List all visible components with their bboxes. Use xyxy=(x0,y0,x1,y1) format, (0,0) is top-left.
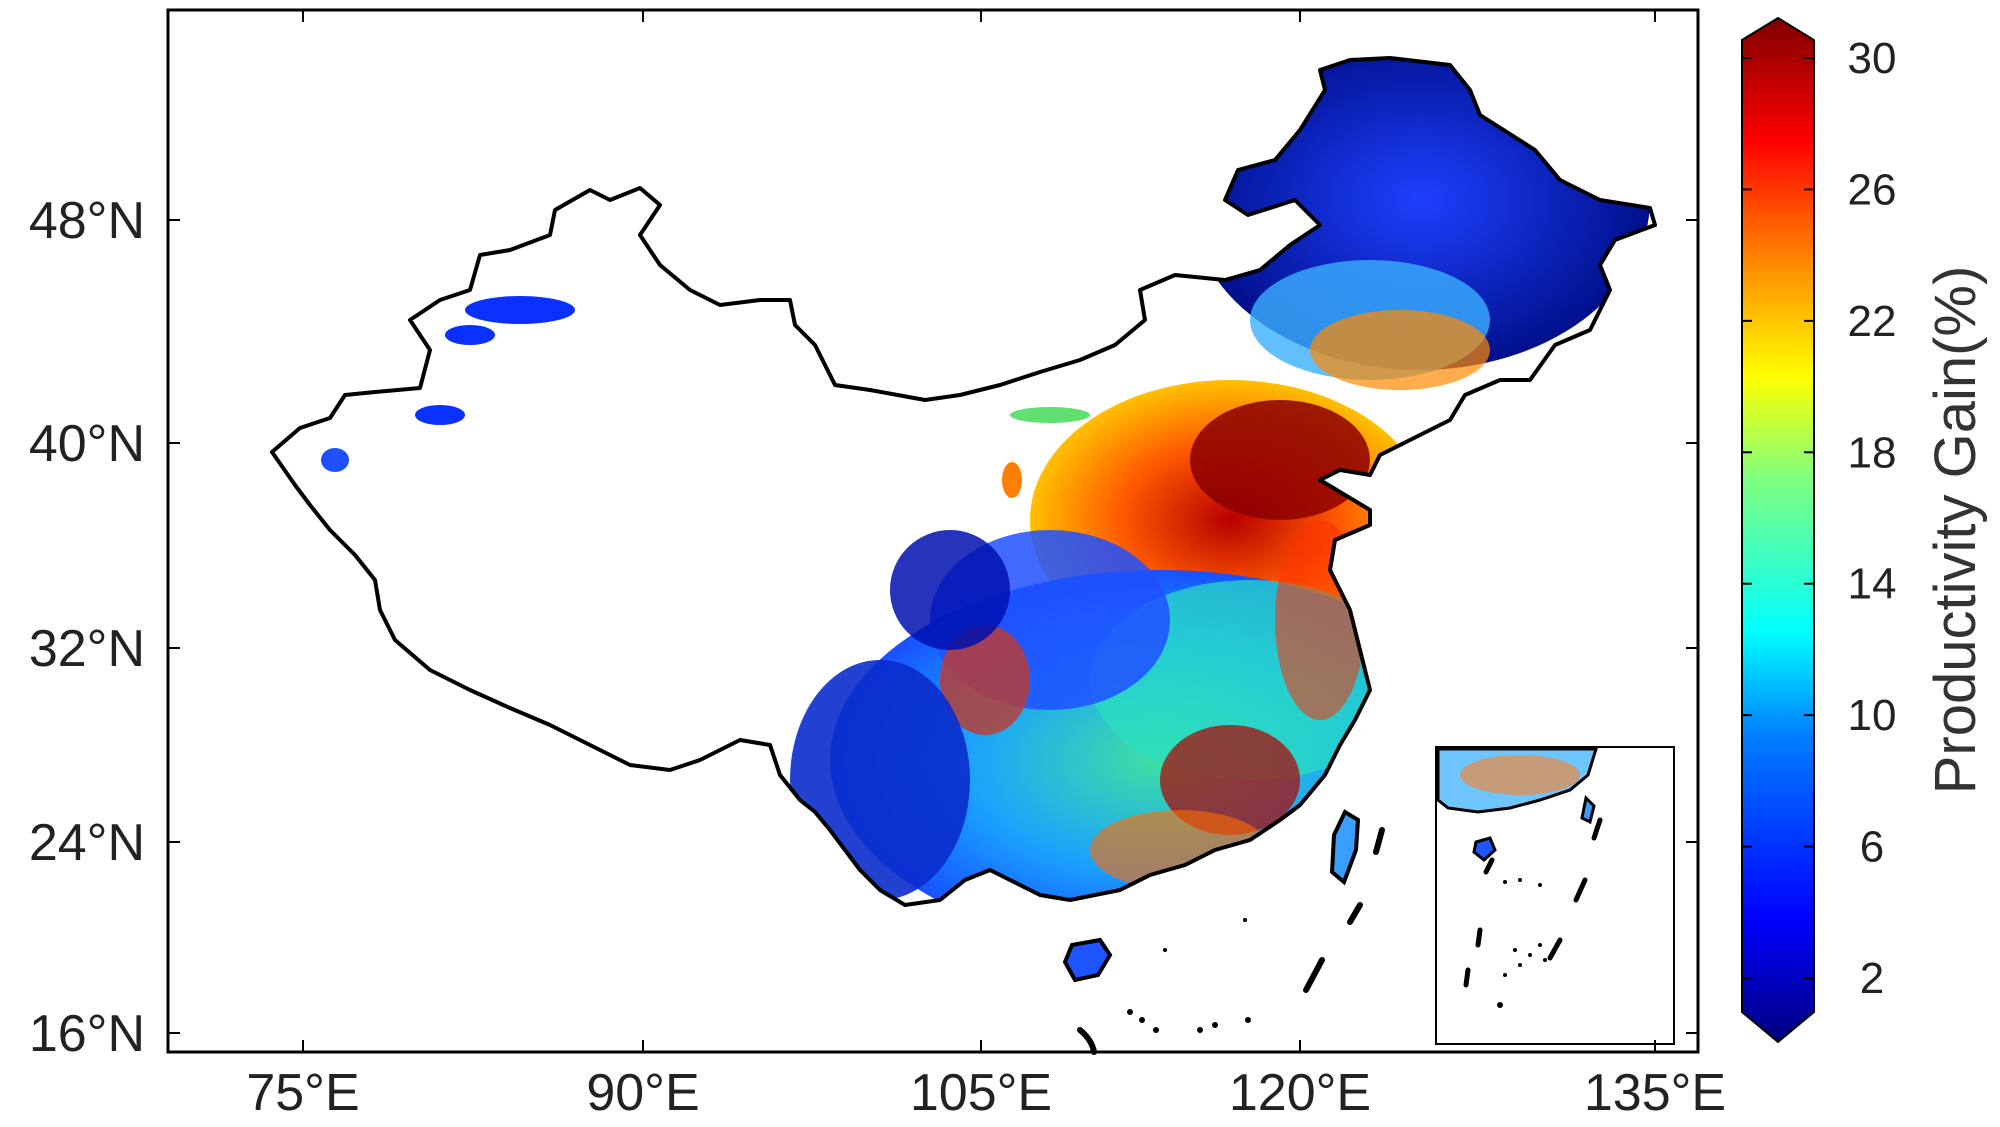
south-china-sea-islands xyxy=(1127,918,1251,1033)
y-axis: 48°N 40°N 32°N 24°N 16°N xyxy=(29,192,1698,1063)
china-map xyxy=(270,56,1657,1055)
colorbar: 30 26 22 18 14 10 6 2 Productivity Gain(%) xyxy=(1741,16,1988,1044)
productivity-gain-raster xyxy=(321,58,1650,905)
y-tick-label: 16°N xyxy=(29,1005,145,1063)
y-tick-label: 48°N xyxy=(29,192,145,250)
x-axis: 75°E 90°E 105°E 120°E 135°E xyxy=(246,10,1726,1122)
colorbar-tick-label: 2 xyxy=(1860,954,1884,1003)
x-tick-label: 120°E xyxy=(1229,1064,1371,1122)
colorbar-bar xyxy=(1741,16,1815,1044)
colorbar-title: Productivity Gain(%) xyxy=(1923,266,1988,795)
china-border xyxy=(270,56,1657,907)
y-tick-label: 24°N xyxy=(29,814,145,872)
colorbar-ticks: 30 26 22 18 14 10 6 2 xyxy=(1742,34,1896,1003)
inset-taiwan xyxy=(1580,794,1596,825)
y-tick-label: 32°N xyxy=(29,620,145,678)
taiwan-island xyxy=(1329,809,1361,886)
colorbar-tick-label: 22 xyxy=(1848,297,1897,346)
x-tick-label: 135°E xyxy=(1584,1064,1726,1122)
inset-islands xyxy=(1497,878,1547,1008)
colorbar-tick-label: 18 xyxy=(1848,428,1897,477)
south-china-sea-inset xyxy=(1435,746,1675,1045)
inset-dash-line xyxy=(1463,817,1603,988)
inset-hainan xyxy=(1472,836,1497,862)
x-tick-label: 105°E xyxy=(910,1064,1052,1122)
colorbar-tick-label: 6 xyxy=(1860,823,1884,872)
colorbar-tick-label: 14 xyxy=(1848,560,1897,609)
y-tick-label: 40°N xyxy=(29,415,145,473)
x-tick-label: 90°E xyxy=(586,1064,699,1122)
nine-dash-line xyxy=(1077,827,1385,1055)
x-tick-label: 75°E xyxy=(246,1064,359,1122)
hainan-island xyxy=(1062,937,1113,983)
colorbar-tick-label: 10 xyxy=(1848,691,1897,740)
colorbar-tick-label: 30 xyxy=(1848,34,1897,83)
colorbar-tick-label: 26 xyxy=(1848,165,1897,214)
